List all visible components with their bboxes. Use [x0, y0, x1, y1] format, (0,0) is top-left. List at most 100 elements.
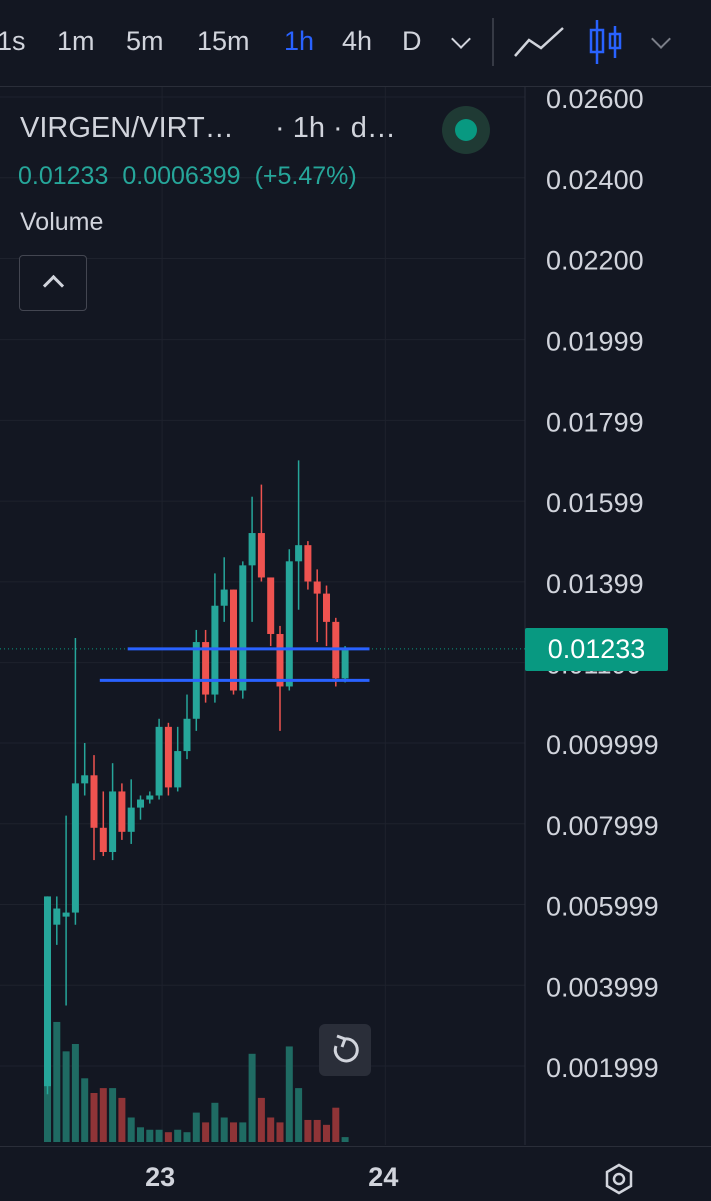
- reset-chart-button[interactable]: [319, 1024, 371, 1076]
- horizontal-lines: [0, 647, 525, 682]
- status-dot-icon: [455, 119, 477, 141]
- last-price-badge: 0.01233: [525, 628, 668, 671]
- price-chart[interactable]: 0.02600 0.02400 0.02200 0.01999 0.01799 0.015…: [0, 87, 711, 1145]
- volume-bar: [118, 1097, 126, 1142]
- volume-bar: [71, 1044, 79, 1142]
- candle-body: [323, 593, 330, 622]
- chevron-up-icon: [42, 274, 65, 297]
- candle-body: [118, 791, 126, 832]
- candle-body: [53, 908, 61, 925]
- toolbar-divider: [492, 18, 494, 66]
- volume-bar: [164, 1132, 172, 1142]
- volume-bar: [267, 1117, 275, 1142]
- candle-body: [90, 775, 98, 828]
- candle-body: [164, 726, 172, 788]
- y-tick-label: 0.01399: [546, 569, 644, 599]
- candle-body: [183, 718, 191, 752]
- chart-pane[interactable]: 0.02600 0.02400 0.02200 0.01999 0.01799 0.015…: [0, 87, 711, 1145]
- volume-bar: [99, 1088, 107, 1142]
- volume-bar: [174, 1129, 182, 1142]
- volume-bar: [230, 1122, 237, 1142]
- volume-bar: [53, 1021, 61, 1142]
- y-tick-label: 0.02400: [546, 165, 644, 195]
- volume-bar: [155, 1129, 163, 1142]
- candle-body: [202, 642, 210, 695]
- volume-bar: [137, 1127, 144, 1142]
- timeframe-4h[interactable]: 4h: [342, 26, 373, 56]
- timeframe-1s[interactable]: 1s: [0, 26, 26, 56]
- candle-body: [341, 650, 349, 679]
- volume-bar: [341, 1137, 349, 1142]
- candle-body: [239, 565, 247, 691]
- y-tick-label: 0.007999: [546, 811, 659, 841]
- y-tick-label: 0.01799: [546, 407, 644, 437]
- candle-body: [285, 561, 293, 687]
- candle-body: [174, 751, 182, 788]
- candle-body: [295, 545, 303, 562]
- candle-body: [230, 589, 237, 691]
- volume-bars: [44, 1014, 349, 1142]
- candle-body: [220, 589, 228, 606]
- grid-lines: [0, 87, 526, 1145]
- volume-legend-label[interactable]: Volume: [20, 208, 104, 236]
- candle-body: [81, 775, 89, 784]
- interval-label: · 1h · d…: [275, 112, 396, 144]
- volume-bar: [239, 1122, 247, 1142]
- price-change-pct: (+5.47%): [254, 162, 357, 190]
- candle-body: [99, 827, 107, 853]
- timeframe-1m[interactable]: 1m: [57, 26, 95, 56]
- volume-bar: [90, 1093, 98, 1142]
- volume-bar: [109, 1088, 117, 1142]
- volume-bar: [192, 1112, 200, 1142]
- volume-bar: [313, 1119, 321, 1142]
- timeframe-menu-chevron-down-icon[interactable]: [451, 29, 471, 49]
- volume-bar: [323, 1124, 330, 1142]
- candle-body: [109, 791, 117, 853]
- y-tick-label: 0.009999: [546, 730, 659, 760]
- candle-body: [267, 577, 275, 634]
- candle-body: [137, 799, 144, 808]
- volume-bar: [62, 1051, 70, 1142]
- volume-bar: [285, 1046, 293, 1142]
- volume-bar: [211, 1102, 219, 1142]
- y-tick-label: 0.003999: [546, 972, 659, 1002]
- line-chart-icon[interactable]: [513, 24, 565, 60]
- y-axis-labels: 0.02600 0.02400 0.02200 0.01999 0.01799 0.015…: [546, 87, 659, 1083]
- volume-bar: [248, 1053, 256, 1142]
- candle-body: [276, 633, 284, 687]
- market-status-indicator[interactable]: [442, 106, 490, 154]
- volume-bar: [81, 1078, 89, 1142]
- volume-bar: [257, 1097, 265, 1142]
- candle-body: [313, 581, 321, 594]
- candle-body: [248, 533, 256, 566]
- settings-icon[interactable]: [602, 1162, 636, 1196]
- symbol-title[interactable]: VIRGEN/VIRT…: [20, 112, 234, 144]
- timeframe-5m[interactable]: 5m: [126, 26, 164, 56]
- volume-bar: [146, 1129, 154, 1142]
- time-axis[interactable]: [0, 1146, 711, 1201]
- x-tick-label: 24: [368, 1162, 399, 1192]
- reset-icon: [333, 1034, 359, 1063]
- volume-bar: [304, 1119, 312, 1142]
- timeframe-15m[interactable]: 15m: [197, 26, 250, 56]
- y-tick-label: 0.001999: [546, 1053, 659, 1083]
- price-change: 0.0006399: [122, 162, 241, 190]
- volume-bar: [127, 1117, 135, 1142]
- chart-type-chevron-down-icon[interactable]: [651, 29, 671, 49]
- y-tick-label: 0.02200: [546, 246, 644, 276]
- candle-body: [304, 545, 312, 582]
- candles-chart-icon[interactable]: [588, 18, 624, 66]
- volume-bar: [220, 1117, 228, 1142]
- timeframe-1h[interactable]: 1h: [284, 26, 315, 56]
- timeframe-d[interactable]: D: [402, 26, 422, 56]
- volume-bar: [295, 1088, 303, 1142]
- volume-bar: [276, 1122, 284, 1142]
- volume-bar: [202, 1122, 210, 1142]
- candle-body: [62, 912, 70, 917]
- price-values: 0.01233 0.0006399 (+5.47%): [18, 162, 371, 191]
- y-tick-label: 0.005999: [546, 892, 659, 922]
- collapse-legend-button[interactable]: [19, 255, 87, 311]
- candle-body: [71, 783, 79, 913]
- candle-body: [155, 726, 163, 796]
- candle-body: [44, 896, 51, 1087]
